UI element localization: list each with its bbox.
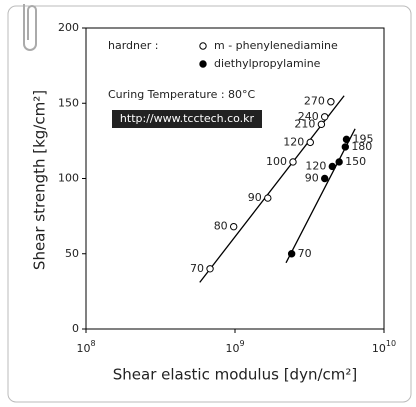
point <box>306 138 314 147</box>
paper-clip <box>23 4 37 51</box>
x-tick-label: 109 <box>225 339 244 356</box>
point <box>342 135 351 144</box>
y-axis-label: Shear strength [kg/cm²] <box>31 90 49 270</box>
point-label: 240 <box>298 110 319 123</box>
point <box>229 222 238 231</box>
point-label: 150 <box>345 155 366 168</box>
point-label: 120 <box>283 135 304 148</box>
point <box>264 194 272 202</box>
x-axis-label: Shear elastic modulus [dyn/cm²] <box>113 366 357 384</box>
frame <box>7 5 412 403</box>
watermark: http://www.tcctech.co.kr <box>120 112 255 125</box>
point-label: 270 <box>304 95 325 108</box>
y-tick-label: 0 <box>72 322 79 335</box>
point <box>321 113 329 121</box>
x-tick-exp: 10 <box>386 339 396 348</box>
point <box>317 120 326 129</box>
point <box>341 143 350 151</box>
legend-label: diethylpropylamine <box>214 57 321 70</box>
point-label: 70 <box>190 262 204 275</box>
point <box>335 158 343 166</box>
legend-marker <box>199 42 207 50</box>
x-tick-exp: 8 <box>90 339 95 348</box>
x-tick-base: 10 <box>372 342 386 355</box>
point-label: 90 <box>248 191 262 204</box>
x-tick-base: 10 <box>76 342 90 355</box>
y-tick-label: 150 <box>58 96 79 109</box>
fit-line <box>285 128 356 264</box>
legend-marker <box>199 60 207 68</box>
point-label: 100 <box>266 155 287 168</box>
x-tick-label: 1010 <box>372 339 396 356</box>
point-label: 180 <box>351 140 372 153</box>
point <box>327 98 335 106</box>
y-tick-label: 200 <box>58 21 79 34</box>
point-label: 70 <box>298 247 312 260</box>
point <box>328 162 337 171</box>
annotation: Curing Temperature : 80°C <box>108 88 256 101</box>
point-label: 195 <box>352 132 373 145</box>
point-label: 210 <box>294 117 315 130</box>
y-tick-label: 100 <box>58 172 79 185</box>
point-label: 80 <box>214 220 228 233</box>
point-label: 120 <box>305 159 326 172</box>
legend-label: m - phenylenediamine <box>214 39 338 52</box>
point <box>206 265 214 273</box>
point <box>321 174 329 183</box>
watermark-box <box>112 110 262 128</box>
x-tick-label: 108 <box>76 339 95 356</box>
point <box>289 158 297 166</box>
y-tick-label: 50 <box>65 247 79 260</box>
point <box>287 250 296 258</box>
legend-title: hardner : <box>108 39 159 52</box>
point-label: 90 <box>305 172 319 185</box>
x-tick-exp: 9 <box>239 339 244 348</box>
x-tick-base: 10 <box>225 342 239 355</box>
